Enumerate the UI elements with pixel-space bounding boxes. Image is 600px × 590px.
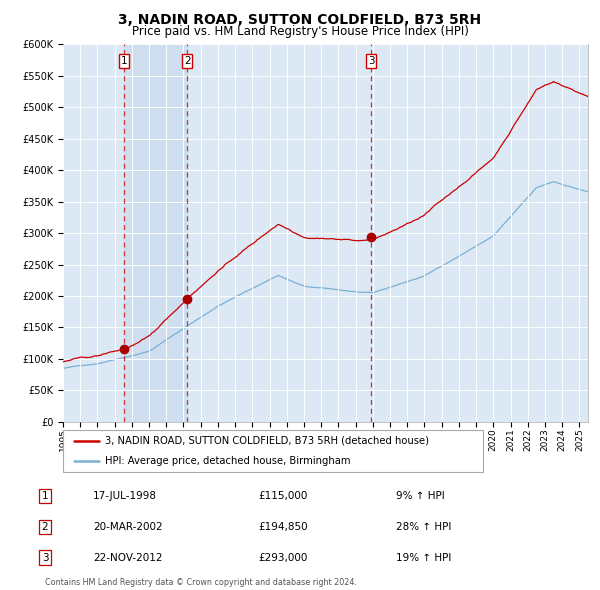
Text: 1: 1 [121,56,127,66]
Text: 3, NADIN ROAD, SUTTON COLDFIELD, B73 5RH: 3, NADIN ROAD, SUTTON COLDFIELD, B73 5RH [118,13,482,27]
Bar [124,44,187,422]
Text: £293,000: £293,000 [258,553,307,562]
Text: 3: 3 [41,553,49,562]
Text: 9% ↑ HPI: 9% ↑ HPI [396,491,445,501]
Text: 20-MAR-2002: 20-MAR-2002 [93,522,163,532]
Text: 19% ↑ HPI: 19% ↑ HPI [396,553,451,562]
Text: 2: 2 [41,522,49,532]
Text: 1: 1 [41,491,49,501]
Text: Contains HM Land Registry data © Crown copyright and database right 2024.: Contains HM Land Registry data © Crown c… [45,578,357,586]
Text: 28% ↑ HPI: 28% ↑ HPI [396,522,451,532]
Text: 2: 2 [184,56,191,66]
Text: £115,000: £115,000 [258,491,307,501]
Text: 3, NADIN ROAD, SUTTON COLDFIELD, B73 5RH (detached house): 3, NADIN ROAD, SUTTON COLDFIELD, B73 5RH… [105,436,429,446]
Text: £194,850: £194,850 [258,522,308,532]
Text: 22-NOV-2012: 22-NOV-2012 [93,553,163,562]
Text: 3: 3 [368,56,374,66]
Text: Price paid vs. HM Land Registry's House Price Index (HPI): Price paid vs. HM Land Registry's House … [131,25,469,38]
Text: HPI: Average price, detached house, Birmingham: HPI: Average price, detached house, Birm… [105,455,350,466]
FancyBboxPatch shape [63,430,483,472]
Text: 17-JUL-1998: 17-JUL-1998 [93,491,157,501]
